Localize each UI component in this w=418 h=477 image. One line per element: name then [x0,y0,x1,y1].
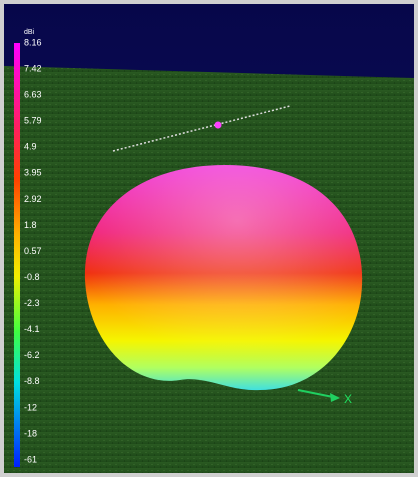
colorbar-label: 4.9 [24,142,37,152]
colorbar-label: 2.92 [24,194,42,204]
colorbar-label: -18 [24,428,37,438]
x-axis-label: X [344,392,352,406]
colorbar-label: -6.2 [24,350,40,360]
colorbar-label: 0.57 [24,246,42,256]
x-axis-arrow [330,393,340,402]
colorbar-label: 3.95 [24,168,42,178]
colorbar-label: -61 [24,454,37,464]
colorbar-label: -0.8 [24,272,40,282]
colorbar-label: 6.63 [24,90,42,100]
colorbar-label: 1.8 [24,220,37,230]
colorbar-label: 7.42 [24,63,42,73]
colorbar-label: -12 [24,402,37,412]
marker [214,121,222,129]
colorbar-label: 5.79 [24,116,42,126]
colorbar [14,43,20,467]
colorbar-labels: 8.16 7.42 6.63 5.79 4.9 3.95 2.92 1.8 0.57 -0.8 -2… [24,37,42,464]
highlight [84,165,363,391]
colorbar-label: -4.1 [24,324,40,334]
colorbar-label: -2.3 [24,298,40,308]
colorbar-unit: dBi [24,29,35,36]
reference-line [112,105,291,152]
colorbar-label: -8.8 [24,376,40,386]
colorbar-label: 8.16 [24,37,42,47]
